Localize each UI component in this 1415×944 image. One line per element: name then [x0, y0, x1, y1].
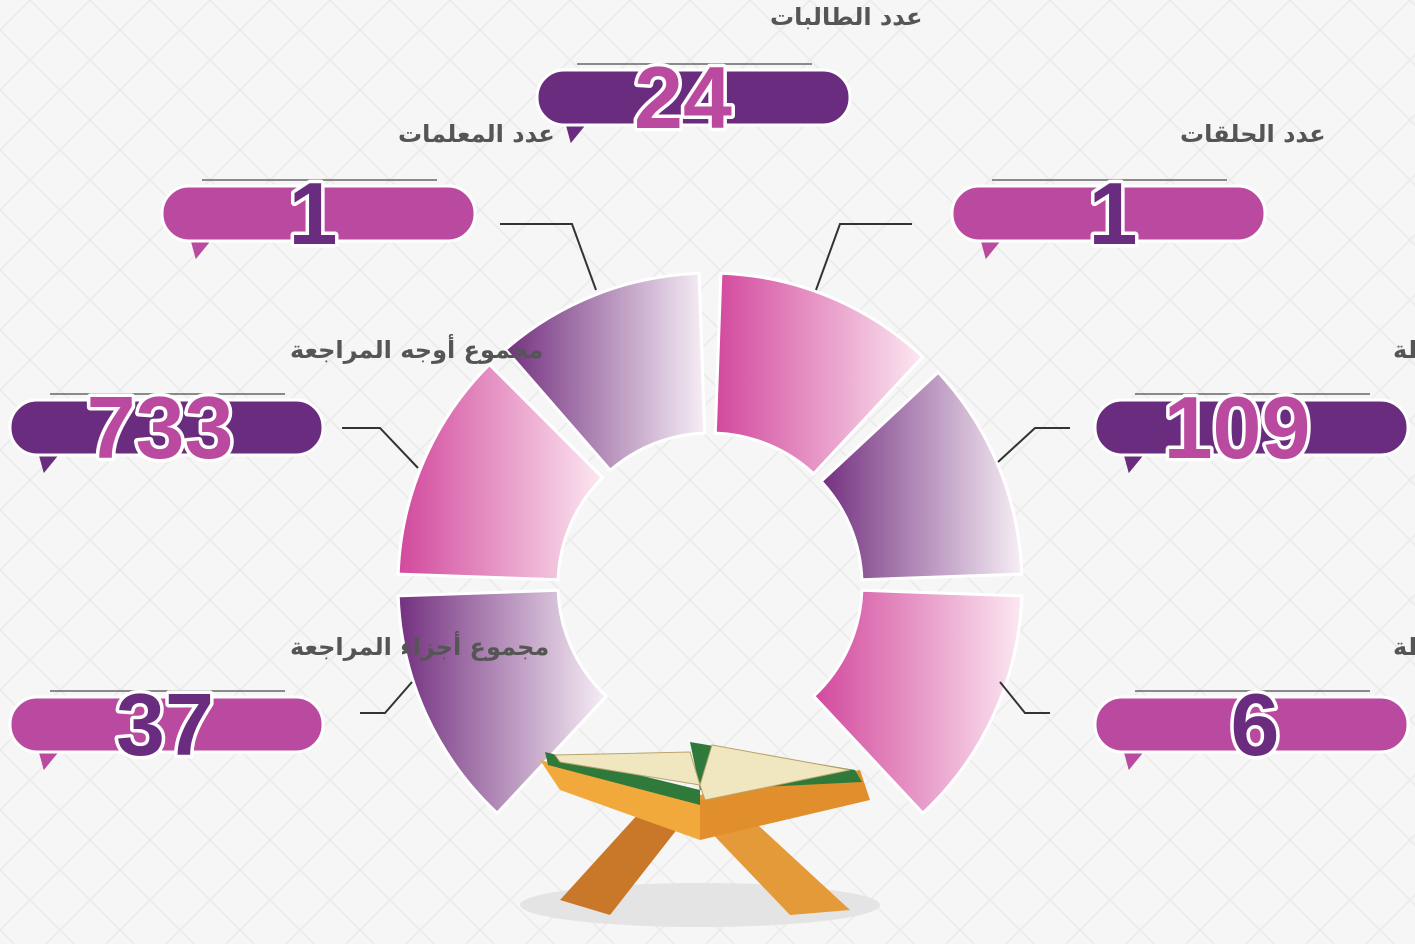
- stat-value: 1: [1089, 164, 1138, 263]
- stat-value: 6: [1231, 675, 1280, 774]
- stat-value: 733: [87, 378, 234, 477]
- stat-label: مجموع أجزاء المراجعة: [290, 631, 549, 661]
- stat-label: عدد الحلقات: [1180, 120, 1326, 148]
- infographic: عدد الطالبات 24 عدد المعلمات 1 عدد الحلقات 1 م…: [0, 0, 1415, 944]
- stat-label: مجموع الأجزاء المحفوظة: [1393, 632, 1415, 661]
- stat-value: 1: [289, 164, 338, 263]
- stat-value: 109: [1164, 378, 1311, 477]
- stat-label: مجموع أوجه المراجعة: [290, 334, 543, 364]
- stat-label: عدد الطالبات: [770, 3, 923, 31]
- stat-value: 24: [634, 48, 732, 147]
- stat-label: مجموع الأوجه المحفوظة: [1393, 335, 1415, 364]
- stat-label: عدد المعلمات: [398, 120, 555, 148]
- stat-value: 37: [116, 675, 214, 774]
